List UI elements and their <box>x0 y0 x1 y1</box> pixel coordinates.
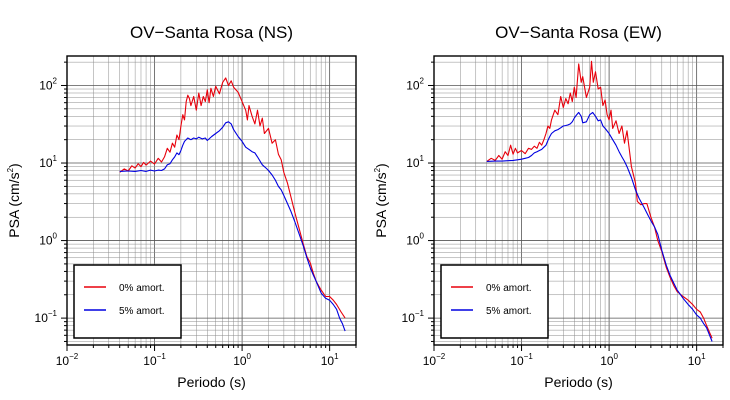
x-tick-exp: 0 <box>614 352 619 361</box>
y-tick-exp: 2 <box>53 76 58 85</box>
x-tick-label: 101 <box>688 352 706 368</box>
y-tick-label: 100 <box>39 232 57 248</box>
x-tick-label: 10−2 <box>423 352 446 368</box>
y-tick-exp: 2 <box>420 76 425 85</box>
legend-label-1: 5% amort. <box>119 306 165 317</box>
x-tick-label: 100 <box>600 352 618 368</box>
y-axis-label-end: ) <box>6 163 22 168</box>
legend: 0% amort. 5% amort. <box>73 264 182 339</box>
grid <box>66 56 357 345</box>
y-tick-label: 100 <box>406 232 424 248</box>
y-tick-exp: 0 <box>420 232 425 241</box>
legend: 0% amort. 5% amort. <box>440 264 549 339</box>
x-tick-base: 10 <box>233 354 247 368</box>
x-tick-label: 10−2 <box>56 352 79 368</box>
y-axis-label: PSA (cm/s2) <box>373 163 389 237</box>
y-tick-exp: 1 <box>420 154 425 163</box>
y-axis-label-base: PSA (cm/s <box>6 172 22 237</box>
y-axis-label: PSA (cm/s2) <box>6 163 22 237</box>
x-tick-exp: 1 <box>701 352 706 361</box>
legend-label-0: 0% amort. <box>119 283 165 294</box>
legend-box <box>440 264 549 339</box>
x-tick-exp: −1 <box>524 352 534 361</box>
chart-title: OV−Santa Rosa (EW) <box>495 23 662 42</box>
y-axis-label-sup: 2 <box>373 167 382 172</box>
y-tick-label: 10−1 <box>402 309 425 325</box>
series-line-0 <box>119 77 346 319</box>
x-tick-label: 10−1 <box>143 352 166 368</box>
x-tick-exp: −1 <box>157 352 167 361</box>
x-tick-exp: −2 <box>69 352 79 361</box>
plot-frame <box>433 55 724 346</box>
x-tick-label: 100 <box>233 352 251 368</box>
x-axis-label: Periodo (s) <box>177 374 245 390</box>
y-tick-base: 10 <box>406 156 420 170</box>
y-tick-base: 10 <box>39 234 53 248</box>
series-line-1 <box>119 121 346 332</box>
y-tick-base: 10 <box>39 78 53 92</box>
plot-frame <box>66 55 357 346</box>
legend-label-1: 5% amort. <box>486 306 532 317</box>
x-tick-base: 10 <box>423 354 437 368</box>
series-group <box>119 77 346 332</box>
y-tick-base: 10 <box>35 311 49 325</box>
x-tick-base: 10 <box>688 354 702 368</box>
x-tick-label: 10−1 <box>510 352 533 368</box>
y-tick-label: 102 <box>406 76 424 92</box>
series-group <box>486 60 713 342</box>
y-tick-label: 101 <box>406 154 424 170</box>
y-axis-label-sup: 2 <box>6 167 15 172</box>
x-tick-base: 10 <box>56 354 70 368</box>
y-axis-label-base: PSA (cm/s <box>373 172 389 237</box>
chart-title: OV−Santa Rosa (NS) <box>130 23 293 42</box>
x-tick-base: 10 <box>600 354 614 368</box>
series-line-1 <box>486 111 713 342</box>
x-tick-base: 10 <box>510 354 524 368</box>
y-tick-label: 101 <box>39 154 57 170</box>
y-axis-label-end: ) <box>373 163 389 168</box>
ticks <box>428 61 724 351</box>
x-tick-exp: −2 <box>436 352 446 361</box>
y-tick-exp: 1 <box>53 154 58 163</box>
legend-label-0: 0% amort. <box>486 283 532 294</box>
legend-box <box>73 264 182 339</box>
y-tick-label: 102 <box>39 76 57 92</box>
y-tick-exp: −1 <box>48 309 58 318</box>
x-tick-exp: 1 <box>334 352 339 361</box>
x-tick-base: 10 <box>321 354 335 368</box>
series-line-0 <box>486 60 713 339</box>
x-tick-base: 10 <box>143 354 157 368</box>
x-tick-exp: 0 <box>247 352 252 361</box>
y-tick-base: 10 <box>406 234 420 248</box>
x-axis-label: Periodo (s) <box>544 374 612 390</box>
x-tick-label: 101 <box>321 352 339 368</box>
y-tick-base: 10 <box>39 156 53 170</box>
y-tick-exp: 0 <box>53 232 58 241</box>
y-tick-base: 10 <box>402 311 416 325</box>
y-tick-label: 10−1 <box>35 309 58 325</box>
ticks <box>61 61 357 351</box>
y-tick-base: 10 <box>406 78 420 92</box>
y-tick-exp: −1 <box>415 309 425 318</box>
